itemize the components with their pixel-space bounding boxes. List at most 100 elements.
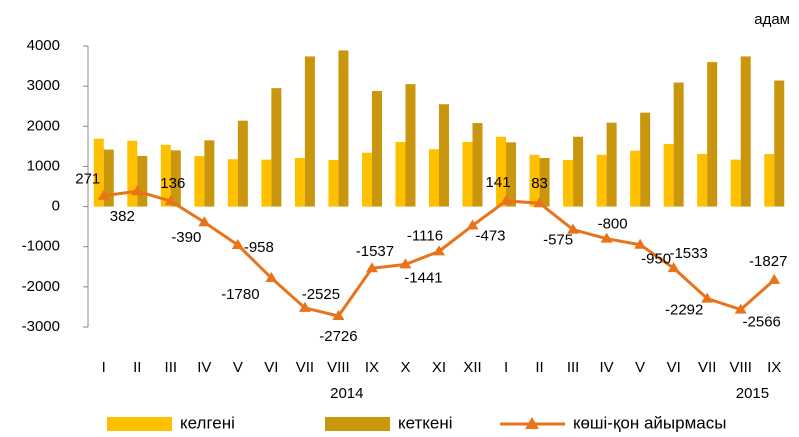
line-marker	[399, 258, 412, 269]
bar	[462, 141, 473, 207]
legend-label: кеткені	[398, 413, 453, 432]
line-marker	[567, 223, 580, 234]
legend-swatch	[107, 417, 172, 431]
x-tick-label: IX	[767, 359, 781, 376]
bar	[237, 120, 248, 207]
bar	[439, 104, 449, 207]
x-tick-label: XI	[432, 359, 446, 376]
data-label: 271	[75, 171, 100, 188]
bar	[539, 157, 550, 207]
data-label: -1533	[669, 245, 707, 262]
line-marker	[768, 273, 781, 284]
y-tick-label: 2000	[27, 117, 60, 134]
data-label: -1116	[407, 227, 443, 244]
bar	[194, 155, 205, 207]
line-marker	[500, 194, 513, 205]
x-tick-label: X	[400, 359, 410, 376]
line-marker	[533, 197, 546, 208]
line-marker	[231, 239, 244, 250]
line-marker	[164, 195, 177, 206]
legend-swatch	[325, 417, 390, 431]
data-label: -1537	[356, 243, 394, 260]
data-label: -2292	[665, 302, 703, 319]
bar	[170, 150, 181, 207]
bar	[506, 142, 517, 207]
bar	[395, 141, 406, 207]
bar	[673, 82, 684, 207]
x-tick-label: XII	[463, 359, 481, 376]
bar	[472, 123, 483, 207]
legend-marker	[525, 417, 539, 429]
line-marker	[298, 301, 311, 312]
line-marker	[600, 232, 613, 243]
x-tick-label: IX	[365, 359, 379, 376]
bar	[740, 56, 751, 207]
bar	[405, 84, 416, 207]
x-tick-label: IV	[197, 359, 211, 376]
y-tick-label: 3000	[27, 77, 60, 94]
line-marker	[701, 292, 714, 303]
y-tick-label: 4000	[27, 37, 60, 54]
bar	[261, 159, 272, 207]
x-tick-label: I	[102, 359, 106, 376]
bar	[204, 140, 215, 207]
bar	[573, 136, 584, 207]
line-marker	[365, 262, 378, 273]
data-label: -2726	[319, 328, 357, 345]
x-tick-label: III	[165, 359, 178, 376]
bar	[103, 149, 114, 207]
legend-label: келгені	[180, 413, 235, 432]
bar	[160, 144, 171, 207]
bar	[137, 155, 148, 207]
line-marker	[265, 272, 278, 283]
x-tick-label: VIII	[327, 359, 350, 376]
bar	[338, 50, 349, 207]
line-marker	[131, 185, 144, 196]
bar	[774, 80, 785, 207]
bar	[304, 56, 315, 207]
bar	[663, 143, 674, 207]
bar	[697, 153, 708, 207]
line-marker	[198, 216, 211, 227]
line-marker	[97, 189, 110, 200]
bar	[271, 88, 282, 207]
y-tick-label: -3000	[22, 318, 60, 335]
data-label: -958	[244, 239, 274, 256]
data-label: 141	[486, 174, 511, 191]
data-label: -950	[641, 251, 671, 268]
x-tick-label: VIII	[729, 359, 752, 376]
line-marker	[634, 238, 647, 249]
bar	[328, 160, 339, 207]
bar	[294, 157, 305, 207]
bar	[630, 150, 641, 207]
unit-label: адам	[754, 11, 790, 28]
x-tick-label: VI	[264, 359, 278, 376]
data-label: 136	[160, 175, 185, 192]
bar	[227, 159, 238, 207]
line-marker	[466, 219, 479, 230]
bar	[606, 122, 617, 207]
data-label: 83	[531, 175, 548, 192]
bar	[496, 136, 507, 207]
x-tick-label: VI	[667, 359, 681, 376]
data-label: -2525	[302, 286, 340, 303]
year-label: 2015	[736, 385, 769, 402]
line-marker	[667, 262, 680, 273]
x-tick-label: I	[504, 359, 508, 376]
y-tick-label: -2000	[22, 278, 60, 295]
bar	[361, 152, 372, 207]
bar	[93, 138, 104, 207]
bar	[596, 154, 607, 207]
bar	[707, 62, 718, 207]
bar	[429, 149, 439, 207]
y-tick-label: -1000	[22, 238, 60, 255]
legend-label: көші-қон айырмасы	[573, 413, 726, 432]
bar	[764, 153, 775, 207]
bar	[730, 159, 741, 207]
data-label: -800	[598, 216, 628, 233]
line-marker	[734, 303, 747, 314]
x-tick-label: IV	[600, 359, 614, 376]
line-marker	[433, 245, 445, 256]
x-tick-label: VII	[296, 359, 314, 376]
